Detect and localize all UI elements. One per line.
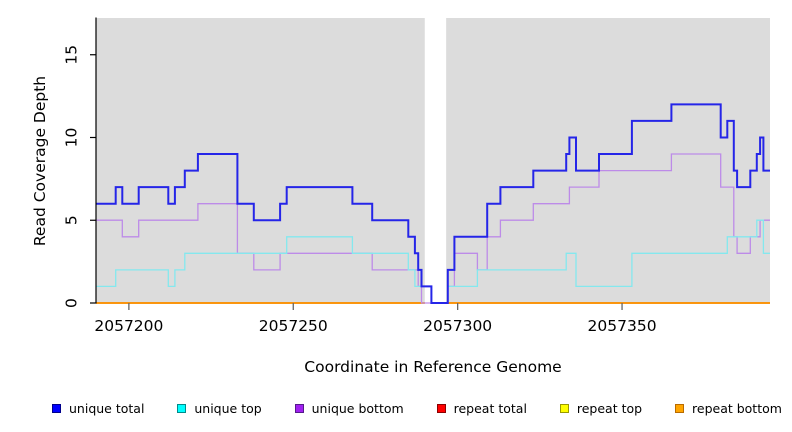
y-tick-label: 0 xyxy=(62,298,80,308)
legend-item-unique-top: unique top xyxy=(177,400,262,416)
gap-band xyxy=(424,18,447,303)
legend-swatch-repeat-top xyxy=(559,403,569,413)
legend: unique total unique top unique bottom repea… xyxy=(52,399,782,417)
legend-label: repeat top xyxy=(576,400,643,416)
legend-item-repeat-bottom: repeat bottom xyxy=(675,401,782,416)
legend-label: unique total xyxy=(69,400,145,416)
legend-item-unique-bottom: unique bottom xyxy=(294,400,404,416)
series-unique-bottom-line xyxy=(96,153,770,304)
y-tick-label: 15 xyxy=(62,45,80,65)
legend-item-repeat-total: repeat total xyxy=(436,400,527,416)
legend-swatch-unique-bottom xyxy=(294,403,304,413)
legend-item-repeat-top: repeat top xyxy=(559,400,643,416)
legend-swatch-repeat-bottom xyxy=(675,403,685,413)
x-tick-label: 2057350 xyxy=(588,317,657,335)
y-axis-title: Read Coverage Depth xyxy=(31,75,49,247)
y-tick-label: 5 xyxy=(62,215,80,225)
legend-label: repeat bottom xyxy=(692,400,782,416)
legend-label: repeat total xyxy=(453,400,527,416)
legend-label: unique bottom xyxy=(311,400,404,416)
x-tick-label: 2057250 xyxy=(259,317,328,335)
legend-item-unique-total: unique total xyxy=(52,401,144,416)
legend-swatch-repeat-total xyxy=(436,403,446,413)
x-tick-label: 2057200 xyxy=(94,317,163,335)
series-unique-total-line xyxy=(96,103,770,304)
x-axis-title: Coordinate in Reference Genome xyxy=(304,358,562,376)
legend-swatch-unique-top xyxy=(177,403,187,413)
y-tick-label: 10 xyxy=(62,128,80,148)
legend-label: unique top xyxy=(194,400,262,416)
x-tick-label: 2057300 xyxy=(423,317,492,335)
legend-swatch-unique-total xyxy=(52,403,61,413)
